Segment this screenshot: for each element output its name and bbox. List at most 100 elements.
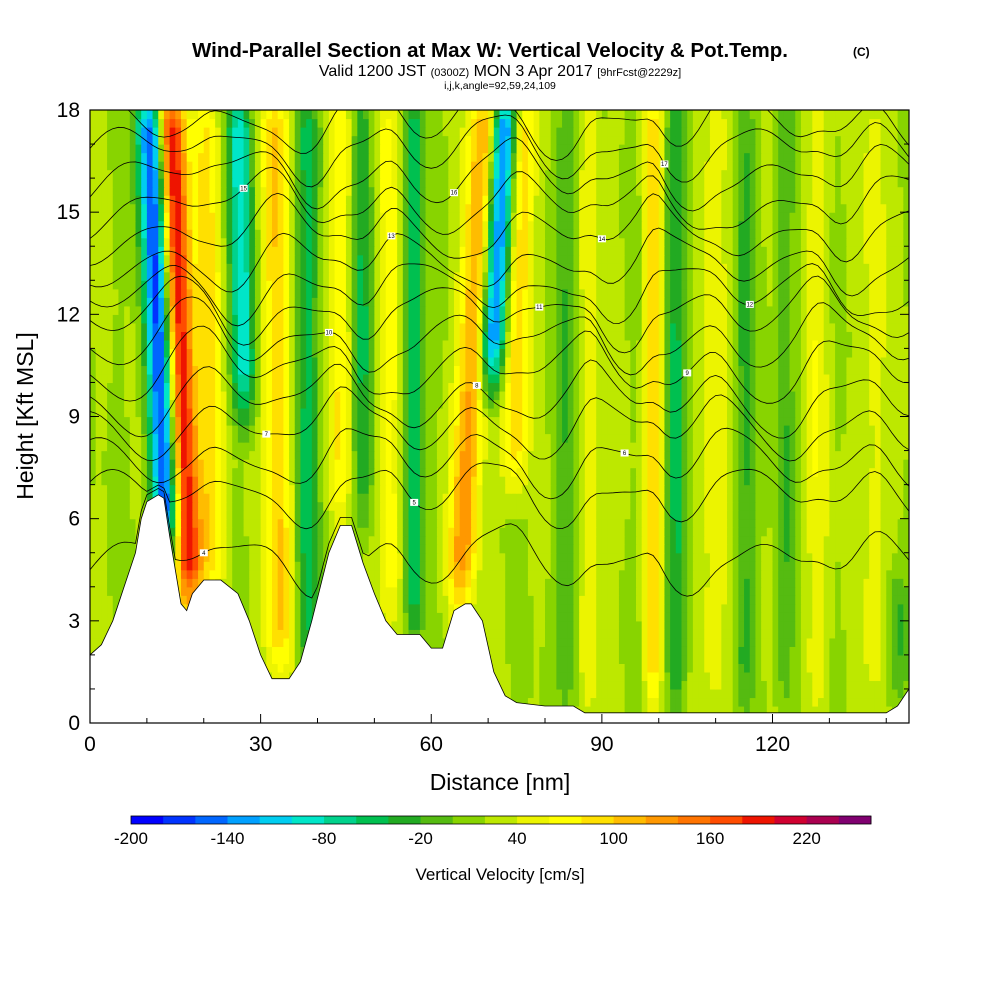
velocity-cell — [846, 586, 853, 596]
velocity-cell — [465, 433, 472, 443]
velocity-cell — [744, 561, 751, 571]
velocity-cell — [897, 603, 904, 613]
velocity-cell — [186, 544, 193, 554]
velocity-cell — [607, 552, 614, 562]
velocity-cell — [323, 510, 330, 520]
velocity-cell — [647, 450, 654, 460]
velocity-cell — [795, 688, 802, 699]
velocity-cell — [590, 578, 597, 588]
velocity-cell — [482, 484, 489, 494]
velocity-cell — [732, 688, 739, 699]
velocity-cell — [482, 544, 489, 554]
velocity-cell — [181, 433, 188, 443]
velocity-cell — [510, 518, 518, 528]
velocity-cell — [436, 493, 444, 503]
velocity-cell — [363, 484, 370, 494]
velocity-cell — [709, 476, 717, 486]
velocity-cell — [618, 603, 626, 613]
velocity-cell — [658, 467, 666, 477]
velocity-cell — [857, 595, 865, 605]
velocity-cell — [846, 518, 853, 528]
velocity-cell — [647, 476, 654, 486]
velocity-cell — [300, 595, 307, 605]
velocity-cell — [226, 493, 233, 503]
velocity-cell — [169, 476, 176, 486]
velocity-cell — [800, 552, 808, 562]
velocity-cell — [175, 450, 182, 460]
velocity-cell — [846, 450, 853, 460]
velocity-cell — [391, 425, 398, 435]
velocity-cell — [590, 544, 597, 554]
velocity-cell — [698, 680, 705, 690]
velocity-cell — [539, 493, 546, 503]
velocity-cell — [744, 697, 751, 707]
velocity-cell — [101, 425, 108, 435]
velocity-cell — [800, 467, 808, 477]
velocity-cell — [368, 484, 375, 494]
velocity-cell — [641, 552, 648, 562]
velocity-cell — [448, 433, 455, 443]
velocity-cell — [869, 552, 876, 562]
velocity-cell — [903, 459, 909, 469]
velocity-cell — [254, 476, 262, 486]
velocity-cell — [556, 450, 563, 460]
velocity-cell — [596, 595, 603, 605]
velocity-cell — [698, 467, 705, 477]
velocity-cell — [766, 569, 774, 579]
velocity-cell — [306, 603, 313, 613]
velocity-cell — [806, 518, 813, 528]
velocity-cell — [90, 433, 97, 443]
velocity-cell — [601, 697, 609, 707]
velocity-cell — [886, 663, 893, 673]
velocity-cell — [891, 544, 899, 554]
velocity-cell — [459, 552, 466, 562]
velocity-cell — [431, 603, 438, 613]
velocity-cell — [510, 578, 518, 588]
velocity-cell — [755, 586, 762, 596]
velocity-cell — [431, 450, 438, 460]
velocity-cell — [266, 637, 273, 647]
velocity-cell — [391, 603, 398, 613]
velocity-cell — [141, 476, 148, 486]
velocity-cell — [630, 561, 637, 571]
velocity-cell — [675, 527, 683, 537]
velocity-cell — [505, 578, 512, 588]
velocity-cell — [607, 535, 614, 545]
velocity-cell — [738, 671, 745, 682]
velocity-cell — [317, 467, 324, 477]
velocity-cell — [863, 535, 870, 545]
velocity-cell — [391, 459, 398, 469]
velocity-cell — [215, 552, 222, 562]
velocity-cell — [647, 467, 654, 477]
velocity-cell — [840, 578, 848, 588]
velocity-cell — [869, 654, 876, 664]
velocity-cell — [783, 459, 791, 469]
velocity-cell — [766, 688, 774, 699]
velocity-cell — [249, 569, 256, 579]
velocity-cell — [874, 705, 882, 716]
velocity-cell — [692, 663, 700, 673]
velocity-cell — [203, 459, 211, 469]
velocity-cell — [886, 646, 893, 656]
velocity-cell — [385, 459, 393, 469]
velocity-cell — [493, 663, 501, 673]
velocity-cell — [562, 561, 569, 571]
velocity-cell — [124, 535, 131, 545]
velocity-cell — [749, 612, 757, 622]
velocity-cell — [300, 569, 307, 579]
velocity-cell — [107, 484, 114, 494]
velocity-cell — [766, 476, 774, 486]
velocity-cell — [266, 450, 273, 460]
velocity-cell — [613, 459, 620, 469]
velocity-cell — [272, 510, 279, 520]
velocity-cell — [158, 484, 165, 494]
velocity-cell — [761, 493, 768, 503]
velocity-cell — [101, 459, 108, 469]
velocity-cell — [181, 459, 188, 469]
velocity-cell — [272, 484, 279, 494]
velocity-cell — [186, 501, 193, 511]
velocity-cell — [169, 459, 176, 469]
velocity-cell — [846, 629, 853, 639]
velocity-cell — [550, 459, 557, 469]
velocity-cell — [613, 671, 620, 682]
